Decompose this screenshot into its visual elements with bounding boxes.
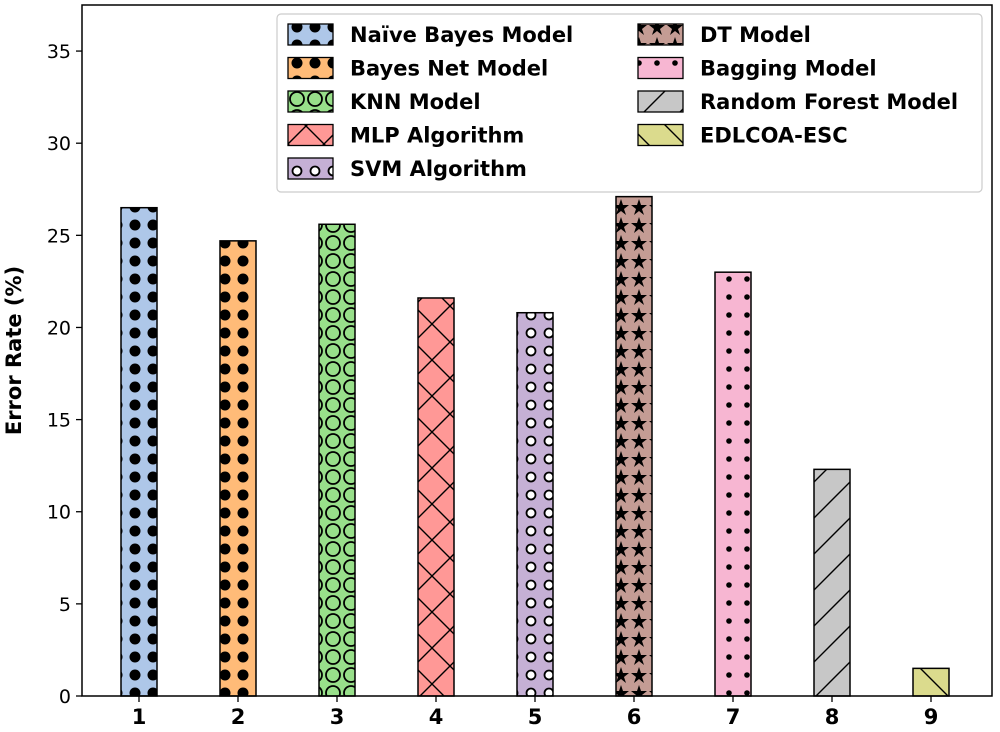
x-tick-label: 9 [924,705,939,729]
bar-4 [417,297,455,697]
legend-entry: KNN Model [287,90,481,114]
bar-hatch [318,223,356,697]
y-tick-label: 10 [47,502,71,524]
y-tick-label: 0 [59,686,71,708]
legend-label: EDLCOA-ESC [700,124,848,148]
y-tick-label: 20 [47,317,71,339]
legend-entry: SVM Algorithm [287,157,527,181]
legend-swatch [637,23,684,46]
y-tick-label: 25 [47,225,71,247]
x-tick-label: 4 [429,705,444,729]
x-axis: 1 2 3 4 5 6 7 8 9 [132,696,939,729]
legend-swatch [287,56,334,80]
legend-label: SVM Algorithm [350,157,527,181]
legend-label: KNN Model [350,90,481,114]
y-axis: 0 5 10 15 20 25 30 35 [47,41,82,708]
bar-hatch [219,240,257,697]
legend-swatch [637,123,684,147]
y-tick-label: 30 [47,133,71,155]
y-tick-label: 5 [59,594,71,616]
bar-8 [813,468,851,697]
legend-swatch [287,157,334,180]
legend-swatch [287,23,334,46]
legend-entry: Bagging Model [637,56,877,81]
legend-label: Random Forest Model [700,90,958,114]
x-tick-label: 5 [528,705,543,729]
legend-entry: Random Forest Model [637,90,958,114]
bar-2 [219,240,257,697]
legend-swatch [637,56,684,80]
legend-label: Naïve Bayes Model [350,23,573,47]
bar-hatch [714,271,752,697]
bar-3 [318,223,356,697]
axes-frame [81,4,993,697]
x-tick-label: 8 [825,705,840,729]
bar-hatch [912,667,950,697]
legend-entry: Bayes Net Model [287,56,548,81]
bar-hatch [417,297,455,697]
legend-entry: DT Model [637,23,811,47]
legend-swatch [637,90,684,113]
legend-entry: MLP Algorithm [287,123,524,148]
legend-swatch [287,90,334,113]
x-tick-label: 1 [132,705,147,729]
y-tick-label: 35 [47,41,71,63]
bar-1 [120,206,158,697]
legend-label: MLP Algorithm [350,124,524,148]
bars-group [120,195,950,697]
legend-swatch [287,123,334,147]
x-tick-label: 6 [627,705,642,729]
bar-hatch [813,468,851,697]
bar-5 [516,311,554,697]
x-tick-label: 2 [231,705,246,729]
y-axis-label: Error Rate (%) [2,266,26,435]
legend-entry: Naïve Bayes Model [287,23,573,47]
legend-entry: EDLCOA-ESC [637,123,848,148]
legend-label: DT Model [700,23,811,47]
x-tick-label: 3 [330,705,345,729]
legend: Naïve Bayes Model Bayes Net Model KNN Mode… [276,13,983,193]
bar-6 [615,195,653,697]
bar-7 [714,271,752,697]
bar-9 [912,667,950,697]
legend-label: Bagging Model [700,57,877,81]
y-tick-label: 15 [47,410,71,432]
bar-hatch [615,195,653,697]
legend-box [276,13,983,193]
legend-label: Bayes Net Model [350,57,548,81]
bar-hatch [120,206,158,697]
x-tick-label: 7 [726,705,741,729]
bar-hatch [516,311,554,697]
